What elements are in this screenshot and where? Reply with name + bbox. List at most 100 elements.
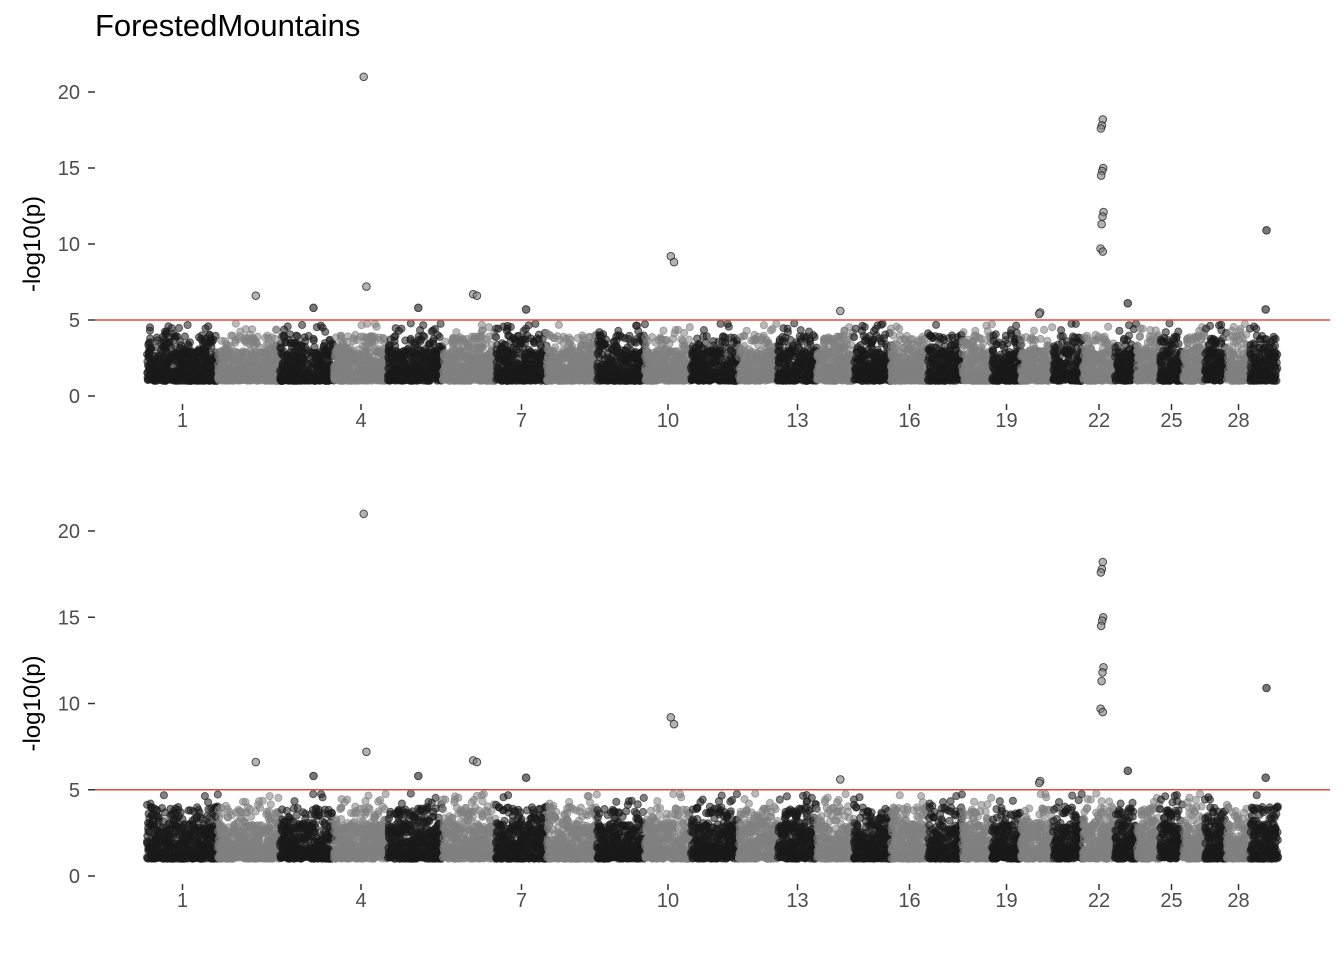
chromosome-points-2 [214, 319, 284, 385]
data-point [354, 369, 363, 378]
data-point [361, 373, 370, 382]
data-point [336, 331, 346, 340]
chromosome-points-14 [812, 323, 859, 385]
data-point [336, 369, 345, 378]
data-point [826, 334, 835, 343]
data-point [282, 362, 291, 371]
data-point [298, 320, 307, 330]
data-point [217, 352, 226, 361]
data-point [451, 372, 460, 381]
data-point [693, 334, 702, 343]
y-tick-label: 5 [69, 310, 80, 332]
data-point [188, 359, 197, 368]
data-point [678, 336, 687, 345]
data-point [484, 350, 493, 359]
data-point [222, 340, 231, 349]
data-point [293, 332, 302, 341]
data-point [761, 355, 770, 364]
data-point [164, 322, 173, 331]
data-point [436, 319, 445, 328]
data-point [600, 340, 609, 349]
data-point [411, 340, 420, 349]
data-point [738, 372, 747, 381]
data-point [709, 355, 718, 365]
data-point [474, 348, 483, 357]
data-point [227, 331, 236, 340]
data-point [231, 338, 240, 347]
data-point [484, 332, 494, 341]
data-point [195, 333, 204, 342]
data-point [510, 335, 519, 344]
data-point [831, 353, 840, 362]
data-point [318, 323, 327, 332]
data-point [697, 351, 706, 360]
data-point [495, 370, 504, 380]
data-point [505, 376, 514, 385]
data-point [322, 373, 331, 382]
data-point [658, 375, 667, 384]
data-point [277, 343, 286, 352]
data-point [391, 346, 401, 355]
data-point [632, 321, 642, 330]
data-point [494, 353, 503, 362]
data-point [532, 352, 541, 361]
data-point [478, 339, 487, 348]
chart-title: ForestedMountains [95, 8, 361, 43]
data-point [262, 368, 271, 377]
data-point [569, 358, 578, 367]
data-point [456, 336, 465, 345]
data-point [439, 349, 449, 358]
data-point [806, 361, 816, 370]
data-point [685, 323, 694, 332]
data-point [248, 325, 257, 334]
data-point [580, 374, 590, 383]
chromosome-points-4 [329, 319, 392, 385]
data-point [640, 320, 650, 329]
data-point [531, 319, 540, 328]
data-point [277, 376, 286, 385]
data-point [420, 332, 429, 341]
data-point [385, 358, 394, 367]
data-point [521, 335, 530, 344]
data-point [279, 325, 289, 334]
data-point [425, 376, 434, 385]
data-point [238, 358, 247, 367]
data-point [424, 369, 433, 378]
data-point [204, 322, 213, 331]
data-point [302, 349, 311, 358]
data-point [406, 319, 415, 328]
data-point [313, 364, 322, 373]
data-point [559, 376, 569, 385]
data-point [508, 360, 517, 369]
data-point [564, 333, 574, 342]
y-tick-label: 15 [58, 158, 80, 180]
data-point [237, 373, 246, 382]
data-point [620, 350, 629, 360]
data-point [756, 374, 765, 383]
chromosome-points-3 [275, 320, 339, 385]
data-point [363, 319, 372, 328]
data-point [144, 338, 153, 348]
chromosome-points-10 [640, 323, 695, 385]
data-point [405, 346, 414, 356]
data-point [606, 360, 615, 369]
chromosome-points-13 [773, 319, 822, 385]
data-point [796, 326, 805, 335]
data-point [759, 321, 769, 330]
data-point [236, 349, 245, 358]
data-point [323, 354, 333, 363]
data-point [543, 329, 552, 338]
data-point [311, 351, 320, 360]
data-point [492, 333, 501, 342]
data-point [625, 331, 634, 340]
data-point [634, 376, 643, 385]
data-point [599, 330, 608, 339]
data-point [652, 361, 661, 370]
data-point [184, 341, 193, 350]
data-point [659, 347, 668, 356]
data-point [595, 352, 604, 361]
data-point [521, 324, 530, 334]
data-point [454, 355, 463, 364]
y-tick-label: 10 [58, 234, 80, 256]
data-point [373, 347, 382, 356]
